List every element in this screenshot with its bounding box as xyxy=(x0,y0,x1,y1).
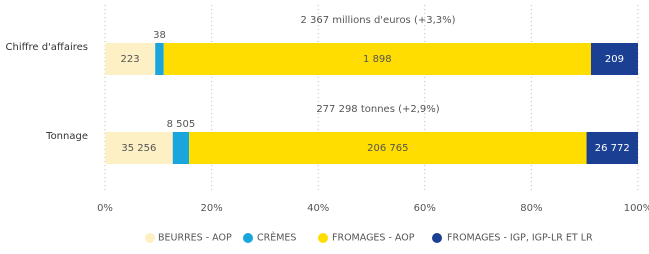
legend-label: BEURRES - AOP xyxy=(158,233,232,244)
x-tick-label: 0% xyxy=(97,203,113,214)
legend-label: FROMAGES - AOP xyxy=(332,233,415,244)
value-label: 8 505 xyxy=(167,119,196,130)
category-label: Tonnage xyxy=(45,131,88,142)
value-label: 26 772 xyxy=(595,143,630,154)
value-label: 38 xyxy=(153,30,166,41)
value-label: 206 765 xyxy=(367,143,408,154)
x-tick-label: 60% xyxy=(414,203,436,214)
category-label: Chiffre d'affaires xyxy=(6,42,89,53)
bar-segment xyxy=(172,132,190,164)
bar-segment xyxy=(163,43,591,75)
annotation: 2 367 millions d'euros (+3,3%) xyxy=(300,15,455,26)
legend-swatch xyxy=(145,233,155,243)
legend-label: CRÈMES xyxy=(257,232,296,244)
bar-segment xyxy=(586,132,638,164)
legend-swatch xyxy=(432,233,442,243)
annotation: 277 298 tonnes (+2,9%) xyxy=(316,104,439,115)
value-label: 223 xyxy=(121,54,140,65)
legend-swatch xyxy=(318,233,328,243)
value-label: 1 898 xyxy=(363,54,392,65)
x-tick-label: 100% xyxy=(624,203,649,214)
value-label: 209 xyxy=(605,54,624,65)
bar-segment xyxy=(105,43,156,75)
legend-label: FROMAGES - IGP, IGP-LR ET LR xyxy=(447,233,593,244)
x-tick-label: 80% xyxy=(520,203,542,214)
x-tick-label: 20% xyxy=(200,203,222,214)
bar-segment xyxy=(189,132,587,164)
value-label: 35 256 xyxy=(121,143,156,154)
bar-segment xyxy=(155,43,164,75)
bar-segment xyxy=(105,132,173,164)
legend-swatch xyxy=(243,233,253,243)
x-tick-label: 40% xyxy=(307,203,329,214)
bar-segment xyxy=(590,43,638,75)
